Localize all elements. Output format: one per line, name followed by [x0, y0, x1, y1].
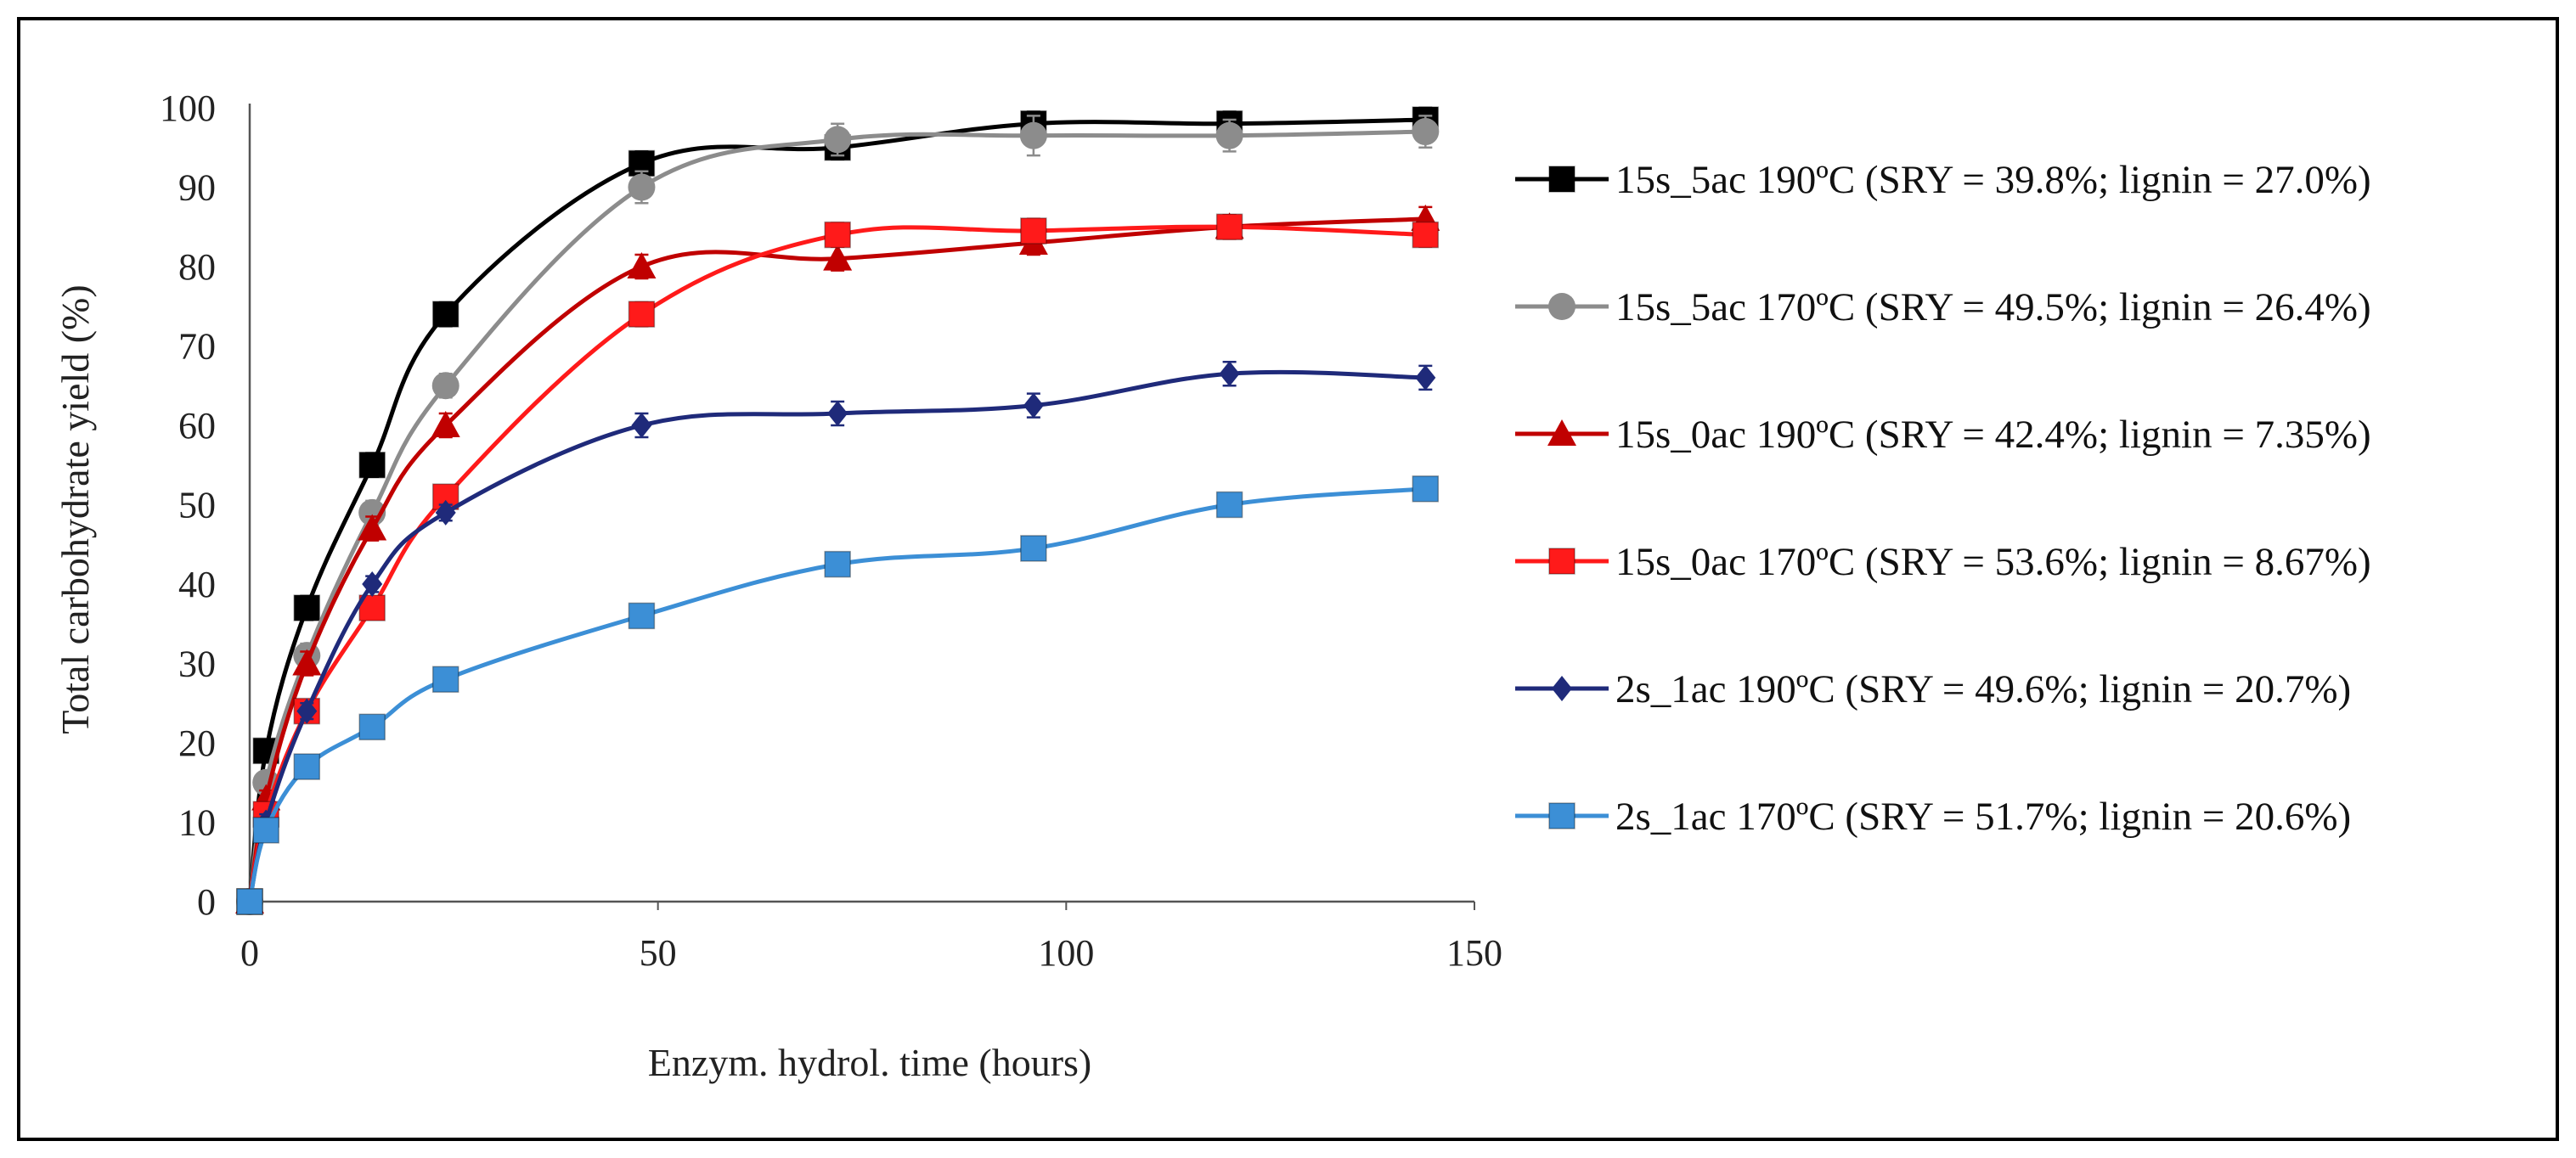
data-point	[823, 244, 853, 271]
series-5	[240, 360, 1436, 914]
data-point	[431, 666, 459, 693]
data-point	[1548, 293, 1575, 320]
data-point	[1548, 802, 1575, 829]
legend: 15s_5ac 190ºC (SRY = 39.8%; lignin = 27.…	[1515, 158, 2371, 839]
legend-item-4: 15s_0ac 170ºC (SRY = 53.6%; lignin = 8.6…	[1515, 540, 2371, 584]
legend-label: 15s_5ac 170ºC (SRY = 49.5%; lignin = 26.…	[1615, 285, 2371, 329]
data-point	[1415, 364, 1436, 391]
data-point	[1020, 535, 1047, 562]
data-point	[1552, 676, 1572, 701]
y-tick-label: 40	[178, 564, 216, 605]
data-point	[431, 411, 460, 437]
data-point	[824, 126, 852, 154]
axes: 0 10 20 30 40 50 60 70 80 90 100 0 50 100 150	[160, 87, 1502, 974]
data-point	[1023, 392, 1044, 419]
data-point	[627, 252, 657, 278]
series-line	[247, 117, 1426, 902]
y-tick-label: 30	[178, 644, 216, 685]
x-tick-label: 0	[240, 932, 259, 974]
legend-item-1: 15s_5ac 190ºC (SRY = 39.8%; lignin = 27.…	[1515, 158, 2371, 202]
data-point	[1215, 213, 1243, 240]
data-point	[1547, 419, 1576, 446]
data-point	[293, 594, 321, 621]
data-point	[293, 753, 321, 780]
data-point	[358, 514, 387, 541]
data-point	[292, 649, 322, 676]
data-point	[431, 372, 459, 400]
data-point	[1215, 491, 1243, 519]
y-tick-label: 80	[178, 246, 216, 288]
data-point	[296, 698, 318, 724]
data-point	[631, 413, 652, 438]
data-point	[435, 499, 456, 526]
legend-item-5: 2s_1ac 190ºC (SRY = 49.6%; lignin = 20.7…	[1515, 667, 2351, 711]
data-point	[1215, 121, 1243, 149]
legend-label: 15s_0ac 170ºC (SRY = 53.6%; lignin = 8.6…	[1615, 540, 2371, 584]
y-axis-title: Total carbohydrate yield (%)	[54, 284, 97, 734]
data-point	[1412, 221, 1440, 249]
legend-label: 2s_1ac 170ºC (SRY = 51.7%; lignin = 20.6…	[1615, 795, 2351, 839]
y-tick-label: 50	[178, 485, 216, 526]
data-point	[1548, 548, 1575, 575]
data-point	[824, 550, 851, 578]
legend-item-3: 15s_0ac 190ºC (SRY = 42.4%; lignin = 7.3…	[1515, 413, 2371, 457]
data-point	[1412, 475, 1440, 503]
y-tick-label: 70	[178, 326, 216, 368]
series-line	[247, 216, 1426, 902]
data-point	[1019, 121, 1047, 149]
data-point	[628, 602, 656, 630]
y-tick-label: 60	[178, 405, 216, 447]
chart: 0 10 20 30 40 50 60 70 80 90 100 0 50 100 150 15s_5ac …	[54, 87, 2371, 1084]
y-tick-label: 20	[178, 722, 216, 764]
data-point	[824, 221, 851, 249]
data-point	[1219, 361, 1240, 387]
figure-frame: 0 10 20 30 40 50 60 70 80 90 100 0 50 100 150 15s_5ac …	[17, 17, 2559, 1141]
legend-label: 15s_0ac 190ºC (SRY = 42.4%; lignin = 7.3…	[1615, 413, 2371, 457]
series-line	[247, 369, 1426, 902]
data-point	[358, 713, 386, 741]
plot-area	[235, 106, 1440, 915]
data-point	[1412, 118, 1440, 146]
y-tick-label: 100	[160, 87, 216, 129]
y-tick-label: 10	[178, 802, 216, 844]
y-tick-label: 90	[178, 167, 216, 209]
data-point	[358, 452, 386, 479]
series-line	[247, 486, 1426, 902]
x-axis-title: Enzym. hydrol. time (hours)	[648, 1041, 1092, 1084]
data-point	[431, 301, 459, 328]
data-point	[252, 817, 279, 844]
data-point	[628, 301, 656, 328]
legend-label: 15s_5ac 190ºC (SRY = 39.8%; lignin = 27.…	[1615, 158, 2371, 202]
series-6	[236, 475, 1440, 915]
series-line	[247, 129, 1426, 902]
data-point	[1020, 217, 1047, 245]
x-tick-label: 150	[1446, 932, 1502, 974]
legend-item-6: 2s_1ac 170ºC (SRY = 51.7%; lignin = 20.6…	[1515, 795, 2351, 839]
x-tick-label: 100	[1038, 932, 1094, 974]
data-point	[362, 571, 383, 597]
legend-item-2: 15s_5ac 170ºC (SRY = 49.5%; lignin = 26.…	[1515, 285, 2371, 329]
data-point	[827, 400, 848, 426]
legend-label: 2s_1ac 190ºC (SRY = 49.6%; lignin = 20.7…	[1615, 667, 2351, 711]
x-tick-label: 50	[640, 932, 677, 974]
data-point	[628, 173, 656, 201]
y-tick-label: 0	[197, 881, 216, 923]
data-point	[1548, 166, 1575, 193]
data-point	[236, 888, 263, 915]
